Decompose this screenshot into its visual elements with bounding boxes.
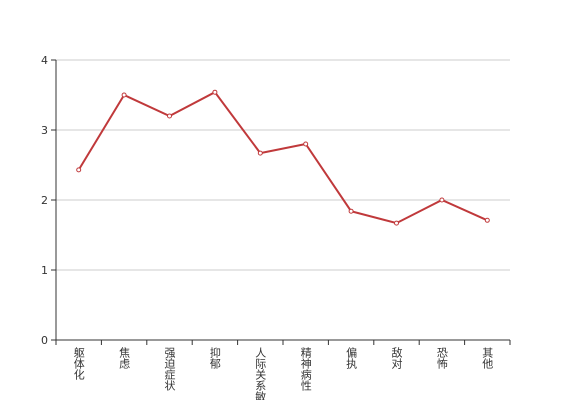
y-tick-label: 4 (41, 54, 48, 67)
line (77, 90, 488, 225)
point (484, 217, 490, 223)
x-tick-label: 偏执 (345, 346, 358, 370)
y-tick-label: 1 (41, 264, 48, 277)
x-tick-label: 精神病性 (299, 347, 312, 392)
point (167, 113, 172, 119)
y-tick-label: 3 (41, 124, 48, 137)
x-tick-label: 敌对 (390, 346, 403, 369)
y-tick-label: 2 (41, 194, 48, 207)
point (303, 141, 309, 147)
x-tick-label: 其他 (481, 347, 494, 369)
x-tick-label: 焦虑 (118, 347, 131, 369)
point (212, 89, 218, 95)
x-tick-label: 躯体化 (72, 347, 85, 381)
point (394, 220, 399, 226)
x-tick-label: 人际关系敏感 (254, 347, 267, 400)
x-tick-label: 恐怖 (435, 347, 448, 369)
point (76, 167, 82, 173)
point (348, 208, 354, 214)
x-tick-label: 强迫症状 (163, 347, 176, 391)
point (121, 92, 127, 98)
y-tick-label: 0 (41, 334, 48, 347)
point (439, 197, 445, 203)
point (257, 150, 263, 156)
x-tick-label: 抑郁 (208, 346, 221, 369)
